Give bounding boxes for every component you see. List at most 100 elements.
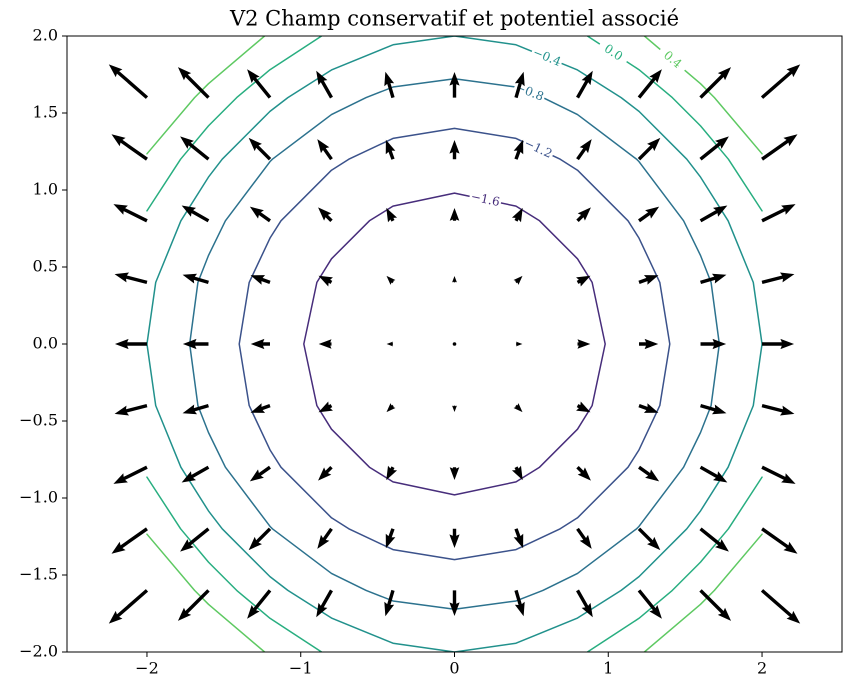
arrow	[248, 137, 272, 161]
y-tick-label: 0.0	[33, 334, 58, 353]
arrow	[316, 589, 333, 618]
arrow	[114, 403, 148, 416]
contour-label-bg	[529, 44, 565, 70]
arrow	[761, 204, 796, 223]
arrow	[576, 70, 593, 99]
arrow	[761, 403, 795, 416]
arrow	[699, 205, 728, 223]
arrow	[385, 528, 396, 549]
arrow	[576, 207, 591, 222]
arrow	[452, 342, 457, 346]
arrow	[318, 207, 333, 222]
contour-label-bg	[595, 38, 631, 68]
arrow	[386, 465, 398, 481]
x-tick-label: 2	[757, 659, 767, 678]
arrow	[700, 338, 727, 350]
arrow	[247, 69, 272, 99]
arrow	[386, 275, 396, 285]
arrow	[182, 273, 209, 285]
arrow	[761, 465, 796, 484]
x-tick-label: 1	[603, 659, 613, 678]
x-tick-label: −2	[135, 659, 159, 678]
y-tick-label: 0.5	[33, 257, 58, 276]
arrow	[700, 273, 727, 285]
arrow	[318, 339, 332, 349]
arrow	[384, 71, 395, 99]
arrow	[576, 466, 591, 481]
contour-label-group: 0.0	[595, 38, 631, 68]
contour-line	[303, 192, 606, 496]
arrow	[639, 338, 659, 350]
arrow	[111, 134, 148, 161]
arrow	[700, 403, 727, 415]
contour-label-bg	[655, 44, 690, 76]
arrow	[637, 527, 661, 551]
arrow	[249, 206, 271, 223]
arrow	[249, 465, 271, 482]
arrow	[386, 207, 398, 223]
contour-label: −1.2	[522, 136, 554, 161]
arrow	[384, 589, 395, 617]
contour-label-bg	[520, 135, 556, 162]
arrow	[114, 272, 148, 285]
contour-line	[146, 36, 763, 652]
contour-label-group: −1.2	[520, 135, 556, 162]
arrow	[761, 134, 798, 161]
arrow	[449, 140, 460, 160]
arrow	[111, 527, 148, 554]
y-tick-label: −1.5	[19, 565, 58, 584]
arrow	[108, 64, 149, 99]
contour-label-group: −1.6	[468, 189, 503, 210]
arrow	[637, 69, 662, 99]
chart-title: V2 Champ conservatif et potentiel associ…	[229, 7, 679, 31]
arrow	[638, 275, 659, 285]
arrow	[762, 338, 795, 350]
arrow	[576, 139, 592, 161]
arrow	[386, 403, 396, 413]
arrow	[250, 403, 271, 413]
arrow	[638, 206, 660, 223]
arrow	[449, 208, 460, 221]
contour-label: −1.6	[470, 189, 501, 209]
arrow	[513, 139, 524, 160]
arrow	[761, 272, 795, 285]
arrow	[177, 589, 210, 621]
arrow	[181, 205, 210, 223]
arrow	[180, 527, 210, 552]
arrow	[511, 465, 523, 481]
arrow	[113, 204, 148, 223]
arrow	[761, 527, 798, 554]
arrow	[452, 276, 457, 283]
arrow	[516, 341, 523, 347]
arrow	[760, 64, 801, 99]
contour-line	[146, 36, 763, 652]
arrow	[638, 465, 660, 482]
arrow	[576, 527, 592, 549]
arrow	[386, 341, 393, 347]
arrow	[452, 405, 457, 412]
arrow	[182, 338, 209, 350]
arrow	[576, 275, 591, 287]
arrow	[449, 72, 460, 98]
arrow	[637, 137, 661, 161]
arrow	[317, 139, 333, 161]
arrow	[760, 589, 801, 624]
arrow	[247, 589, 272, 619]
arrow	[699, 527, 729, 552]
arrow	[318, 466, 333, 481]
arrow	[511, 207, 523, 223]
x-tick-label: −1	[289, 659, 313, 678]
arrow	[316, 70, 333, 99]
arrow	[514, 589, 525, 617]
arrow	[318, 401, 333, 413]
y-tick-label: −0.5	[19, 411, 58, 430]
contour-label-bg	[468, 189, 503, 210]
arrow	[513, 275, 523, 285]
arrow	[514, 71, 525, 99]
arrow	[113, 465, 148, 484]
arrow	[449, 467, 460, 480]
arrow	[637, 589, 662, 619]
arrow	[385, 139, 396, 160]
arrow	[576, 401, 591, 413]
